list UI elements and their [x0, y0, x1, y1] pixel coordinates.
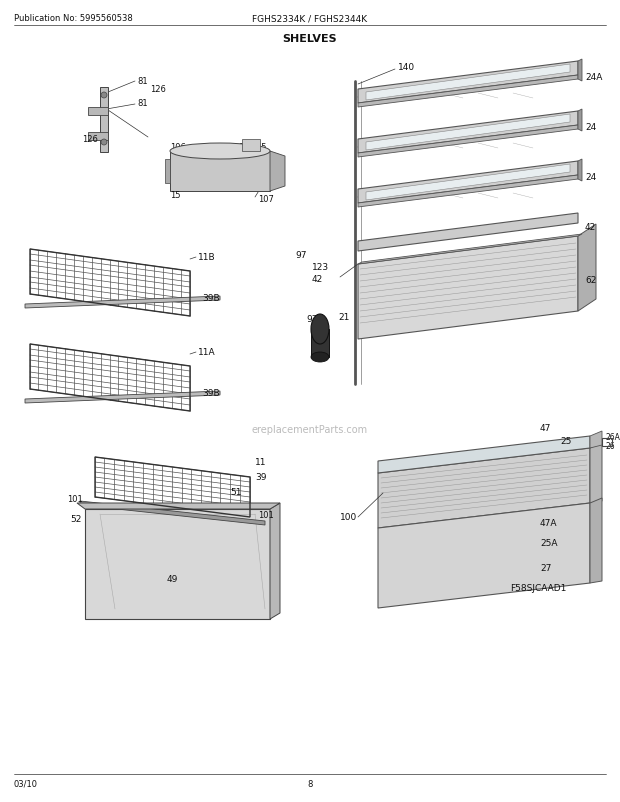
Polygon shape [358, 126, 578, 158]
Text: 47A: 47A [540, 519, 557, 528]
Text: 11: 11 [255, 458, 267, 467]
Text: 47: 47 [540, 424, 551, 433]
Text: 25A: 25A [540, 539, 557, 548]
Text: 49: 49 [167, 575, 179, 584]
Polygon shape [88, 133, 108, 141]
Text: 15: 15 [170, 191, 180, 200]
Text: 97: 97 [306, 315, 317, 324]
Ellipse shape [311, 353, 329, 363]
Polygon shape [578, 160, 582, 182]
Polygon shape [358, 162, 578, 204]
Text: 52: 52 [70, 515, 81, 524]
Text: SHELVES: SHELVES [283, 34, 337, 44]
Polygon shape [358, 111, 578, 154]
Text: 26A: 26A [606, 433, 620, 442]
Text: 97: 97 [295, 250, 306, 259]
Text: 107: 107 [258, 195, 274, 205]
Circle shape [101, 140, 107, 146]
Text: 03/10: 03/10 [14, 779, 38, 788]
Text: 42: 42 [312, 275, 323, 284]
Polygon shape [358, 176, 578, 208]
Polygon shape [366, 65, 570, 101]
Text: 24: 24 [585, 173, 596, 182]
Polygon shape [578, 110, 582, 132]
Text: 11A: 11A [198, 348, 216, 357]
Text: Publication No: 5995560538: Publication No: 5995560538 [14, 14, 133, 23]
Text: 11B: 11B [198, 253, 216, 262]
Polygon shape [358, 62, 578, 104]
Polygon shape [25, 297, 220, 309]
Text: 39B: 39B [202, 294, 219, 303]
Text: 101: 101 [67, 495, 82, 504]
Polygon shape [100, 88, 108, 153]
Text: 81: 81 [137, 76, 148, 85]
Text: 126: 126 [150, 85, 166, 95]
Text: 123: 123 [312, 263, 329, 272]
Text: 42: 42 [585, 223, 596, 233]
Text: 24: 24 [585, 124, 596, 132]
Polygon shape [590, 444, 602, 504]
Text: 100: 100 [340, 512, 357, 522]
Polygon shape [270, 152, 285, 192]
Polygon shape [590, 431, 602, 448]
Text: F58SJCAAD1: F58SJCAAD1 [510, 584, 567, 593]
Text: 21: 21 [338, 313, 350, 322]
Text: 15: 15 [256, 144, 267, 152]
Text: 27: 27 [540, 564, 551, 573]
Polygon shape [242, 140, 260, 152]
Polygon shape [366, 164, 570, 200]
Text: FGHS2334K / FGHS2344K: FGHS2334K / FGHS2344K [252, 14, 368, 23]
Text: 126: 126 [82, 136, 98, 144]
Text: 8: 8 [308, 779, 312, 788]
Polygon shape [77, 504, 280, 509]
Polygon shape [358, 214, 578, 252]
Polygon shape [358, 76, 578, 107]
Text: 51: 51 [230, 488, 242, 497]
Polygon shape [578, 60, 582, 82]
Text: 26: 26 [606, 442, 616, 451]
Polygon shape [378, 448, 590, 529]
Polygon shape [25, 391, 220, 403]
Text: ereplacementParts.com: ereplacementParts.com [252, 424, 368, 435]
Ellipse shape [311, 314, 329, 345]
Polygon shape [165, 160, 170, 184]
Text: 39B: 39B [202, 389, 219, 398]
Text: 106: 106 [170, 144, 186, 152]
Text: 140: 140 [398, 63, 415, 72]
Polygon shape [80, 501, 265, 525]
Polygon shape [590, 498, 602, 583]
Text: 24A: 24A [585, 74, 603, 83]
Polygon shape [88, 107, 108, 115]
Polygon shape [270, 504, 280, 619]
Polygon shape [578, 225, 596, 312]
Polygon shape [358, 237, 578, 339]
Text: 25: 25 [560, 437, 572, 446]
Text: 101: 101 [258, 511, 274, 520]
Polygon shape [378, 436, 590, 473]
Text: 81: 81 [137, 99, 148, 108]
Polygon shape [85, 509, 270, 619]
Text: 16: 16 [238, 144, 249, 152]
Polygon shape [366, 115, 570, 151]
Polygon shape [378, 504, 590, 608]
Text: 39: 39 [255, 473, 267, 482]
Polygon shape [170, 152, 270, 192]
Polygon shape [358, 235, 582, 265]
Polygon shape [311, 330, 329, 358]
Ellipse shape [170, 144, 270, 160]
Text: 62: 62 [585, 276, 596, 286]
Circle shape [101, 93, 107, 99]
